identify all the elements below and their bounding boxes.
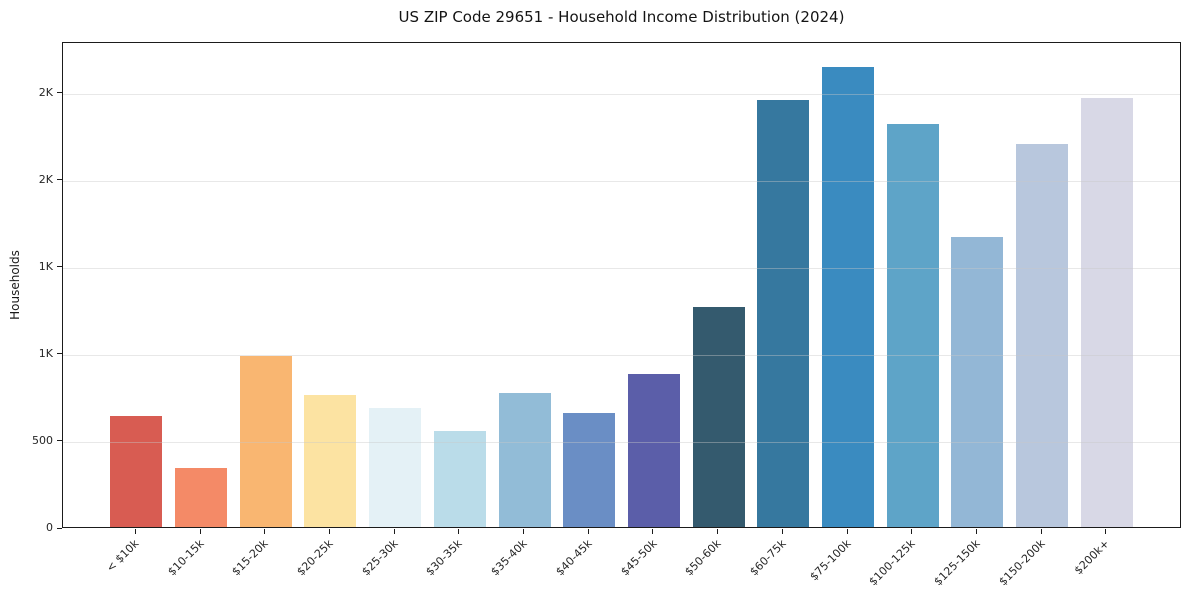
- y-tick-mark: [57, 353, 62, 355]
- x-tick-label: $30-35k: [423, 537, 466, 579]
- x-tick-mark: [975, 529, 977, 534]
- x-tick-label: $35-40k: [488, 537, 530, 579]
- bar-60-75k: [757, 100, 810, 527]
- x-tick-label: $125-150k: [931, 537, 983, 589]
- x-tick-label: < $10k: [104, 537, 142, 575]
- y-tick-mark: [57, 92, 62, 94]
- gridline-y-500: [63, 441, 1180, 443]
- gridline-y-1000: [63, 354, 1180, 356]
- bar-45-50k: [627, 373, 680, 527]
- y-tick-label: 500: [32, 433, 53, 447]
- x-tick-label: $60-75k: [747, 537, 789, 579]
- x-tick-mark: [911, 529, 913, 534]
- gridline-y-1500: [63, 267, 1180, 269]
- x-tick-mark: [1105, 529, 1107, 534]
- x-tick-mark: [393, 529, 395, 534]
- x-tick-mark: [652, 529, 654, 534]
- y-tick-label: 1K: [38, 346, 53, 360]
- chart-title: US ZIP Code 29651 - Household Income Dis…: [398, 8, 845, 26]
- gridline-y-2000: [63, 180, 1180, 182]
- x-tick-label: $100-125k: [866, 537, 918, 589]
- x-tick-label: $15-20k: [229, 537, 271, 579]
- x-tick-mark: [846, 529, 848, 534]
- bar-40-45k: [563, 412, 616, 527]
- x-tick-mark: [523, 529, 524, 534]
- x-tick-mark: [199, 529, 201, 534]
- gridline-y-2500: [63, 93, 1180, 95]
- bar-25-30k: [369, 407, 422, 527]
- x-tick-mark: [587, 529, 589, 534]
- y-tick-label: 0: [46, 521, 53, 534]
- x-tick-label: $150-200k: [996, 537, 1048, 589]
- x-tick-mark: [1040, 529, 1042, 534]
- x-tick-label: $50-60k: [682, 537, 724, 579]
- x-tick-label: $25-30k: [359, 537, 401, 579]
- x-tick-mark: [458, 529, 460, 534]
- bar-150-200k: [1016, 143, 1069, 527]
- x-tick-mark: [781, 529, 783, 534]
- x-tick-mark: [328, 529, 330, 534]
- y-axis-label-container: Households: [4, 42, 26, 528]
- y-tick-mark: [57, 440, 62, 442]
- bar-30-35k: [433, 431, 486, 527]
- x-tick-label: $10-15k: [164, 537, 207, 579]
- bar-125-150k: [951, 236, 1004, 527]
- bar-100-125k: [886, 123, 939, 527]
- bar-15-20k: [239, 356, 292, 527]
- y-tick-mark: [57, 527, 62, 529]
- bar-200k: [1080, 97, 1133, 527]
- x-tick-label: $40-45k: [553, 537, 595, 579]
- x-tick-label: $45-50k: [617, 537, 660, 579]
- bar-10k: [110, 416, 163, 527]
- x-tick-mark: [264, 529, 266, 534]
- bar-35-40k: [498, 392, 551, 527]
- bar-50-60k: [692, 306, 745, 527]
- x-tick-label: $200k+: [1072, 537, 1113, 578]
- x-tick-mark: [134, 529, 136, 534]
- y-tick-label: 2K: [38, 85, 53, 99]
- y-tick-mark: [57, 266, 62, 268]
- plot-area: [62, 42, 1181, 528]
- y-tick-label: 2K: [38, 172, 53, 186]
- x-tick-label: $20-25k: [294, 537, 336, 579]
- bar-75-100k: [822, 67, 874, 527]
- y-tick-label: 1K: [38, 259, 53, 273]
- x-tick-mark: [717, 529, 719, 534]
- y-tick-mark: [57, 179, 62, 181]
- bar-20-25k: [304, 394, 357, 527]
- bar-10-15k: [175, 467, 227, 527]
- x-tick-label: $75-100k: [807, 537, 854, 584]
